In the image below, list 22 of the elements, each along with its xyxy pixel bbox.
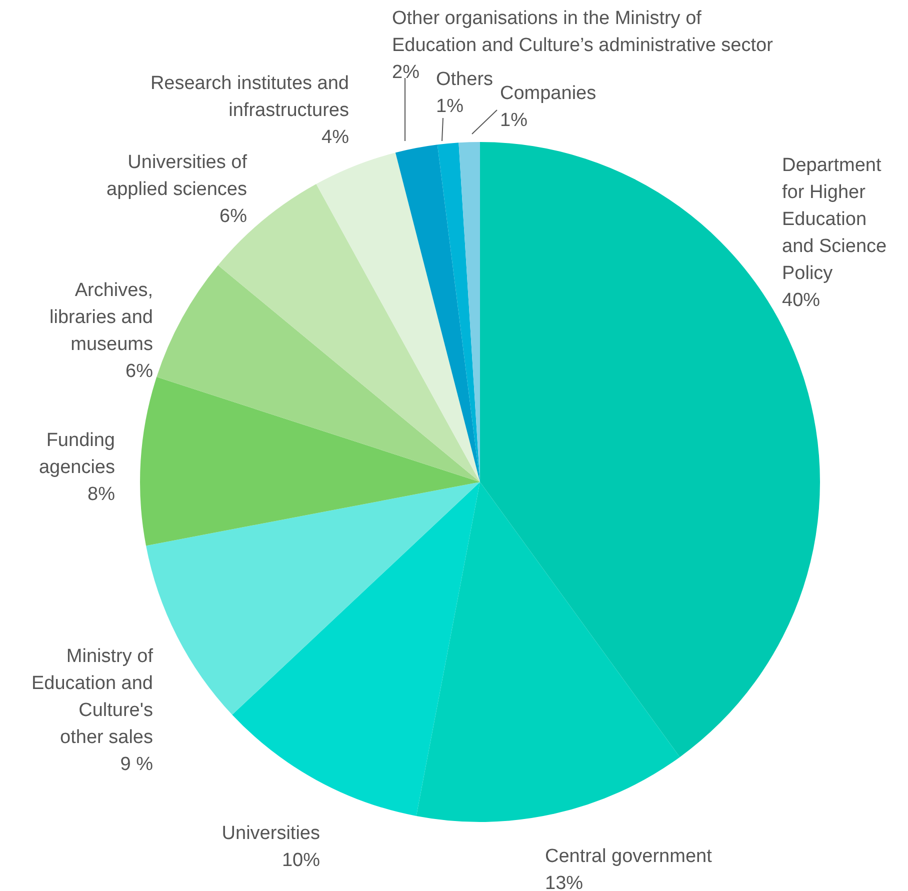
data-label: 10% <box>282 850 320 871</box>
slice-label: Other organisations in the Ministry of Education and Culture’s administrative sector <box>392 8 774 56</box>
slice-label: Universities of applied sciences <box>106 152 248 200</box>
slice-label: Research institutes and infrastructures <box>150 73 349 121</box>
slice-label: Universities <box>222 823 320 844</box>
data-label: 2% <box>392 62 420 83</box>
data-label: 1% <box>500 110 528 131</box>
data-label: 9 % <box>120 754 154 775</box>
slice-label: Central government <box>545 846 713 867</box>
data-label: 1% <box>436 96 464 117</box>
slice-label: Others <box>436 69 494 90</box>
data-label: 13% <box>545 873 584 891</box>
data-label: 6% <box>126 361 154 382</box>
slice-label: Ministry of Education and Culture's other sales <box>32 646 154 748</box>
data-label: 40% <box>782 290 820 311</box>
slice-label: Department for Higher Education and Science Policy <box>782 155 887 284</box>
data-label: 4% <box>322 127 350 148</box>
slice-label: Companies <box>500 83 596 104</box>
data-label: 8% <box>88 484 116 505</box>
slice-label: Funding agencies <box>38 430 115 478</box>
slice-label: Archives, libraries and museums <box>50 280 153 355</box>
data-label: 6% <box>220 206 248 227</box>
